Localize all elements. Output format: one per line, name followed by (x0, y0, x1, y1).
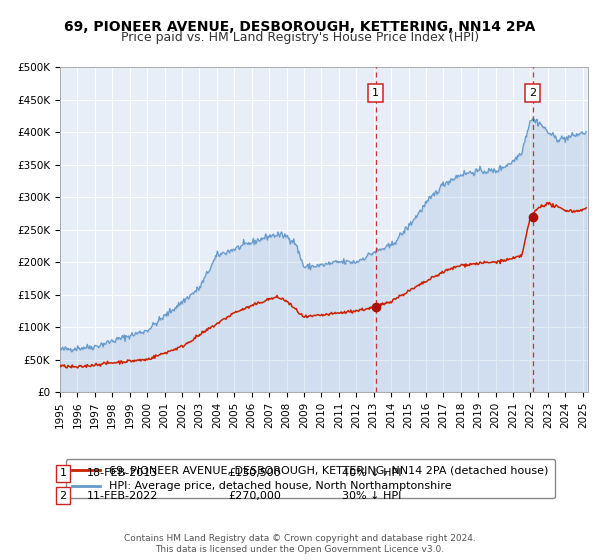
Text: 69, PIONEER AVENUE, DESBOROUGH, KETTERING, NN14 2PA: 69, PIONEER AVENUE, DESBOROUGH, KETTERIN… (64, 20, 536, 34)
Text: 18-FEB-2013: 18-FEB-2013 (87, 468, 158, 478)
Text: 11-FEB-2022: 11-FEB-2022 (87, 491, 158, 501)
Text: £130,500: £130,500 (228, 468, 281, 478)
Text: £270,000: £270,000 (228, 491, 281, 501)
Text: 1: 1 (59, 468, 67, 478)
Text: 1: 1 (372, 88, 379, 98)
Legend: 69, PIONEER AVENUE, DESBOROUGH, KETTERING, NN14 2PA (detached house), HPI: Avera: 69, PIONEER AVENUE, DESBOROUGH, KETTERIN… (65, 459, 555, 498)
Text: 2: 2 (59, 491, 67, 501)
Text: 2: 2 (529, 88, 536, 98)
Text: Price paid vs. HM Land Registry's House Price Index (HPI): Price paid vs. HM Land Registry's House … (121, 31, 479, 44)
Text: 40% ↓ HPI: 40% ↓ HPI (342, 468, 401, 478)
Text: 30% ↓ HPI: 30% ↓ HPI (342, 491, 401, 501)
Text: Contains HM Land Registry data © Crown copyright and database right 2024.: Contains HM Land Registry data © Crown c… (124, 534, 476, 543)
Text: This data is licensed under the Open Government Licence v3.0.: This data is licensed under the Open Gov… (155, 545, 445, 554)
